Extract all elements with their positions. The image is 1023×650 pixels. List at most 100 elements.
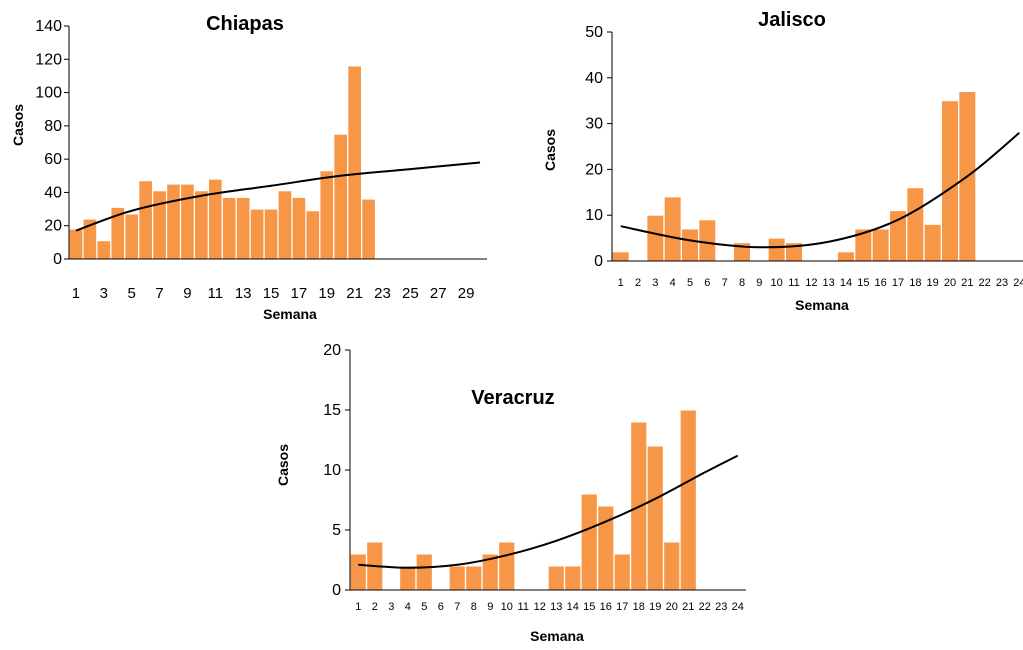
x-tick-label: 16 xyxy=(600,601,612,613)
x-tick-label: 10 xyxy=(771,277,783,289)
x-tick-label: 7 xyxy=(454,601,460,613)
x-axis-label: Semana xyxy=(795,297,849,313)
y-tick-label: 80 xyxy=(44,118,62,135)
bar xyxy=(564,565,582,591)
x-tick-label: 8 xyxy=(739,277,745,289)
y-tick-label: 10 xyxy=(323,462,341,479)
bar xyxy=(263,208,279,260)
x-tick-label: 21 xyxy=(682,601,694,613)
y-tick-label: 10 xyxy=(585,207,603,224)
bar xyxy=(124,213,140,260)
x-tick-label: 6 xyxy=(438,601,444,613)
x-tick-label: 22 xyxy=(979,277,991,289)
x-tick-label: 21 xyxy=(961,277,973,289)
x-tick-label: 23 xyxy=(996,277,1008,289)
x-tick-label: 1 xyxy=(618,277,624,289)
bar xyxy=(207,178,223,260)
y-axis-label: Casos xyxy=(10,104,26,146)
y-tick-label: 120 xyxy=(35,51,62,68)
bar xyxy=(498,541,516,591)
bar xyxy=(837,251,855,262)
bar xyxy=(399,565,417,591)
x-tick-label: 6 xyxy=(704,277,710,289)
x-tick-label: 8 xyxy=(471,601,477,613)
x-tick-label: 12 xyxy=(805,277,817,289)
x-tick-label: 19 xyxy=(318,285,335,302)
x-tick-label: 19 xyxy=(927,277,939,289)
bar xyxy=(681,228,699,262)
bar xyxy=(698,219,717,262)
bar xyxy=(361,198,376,260)
y-axis-label: Casos xyxy=(542,129,558,171)
x-axis-label: Semana xyxy=(530,628,584,644)
y-tick-label: 30 xyxy=(585,116,603,133)
bar xyxy=(291,196,307,260)
chart-chiapas: Chiapas Casos Semana 020406080100120140 … xyxy=(10,13,487,322)
x-tick-label: 11 xyxy=(208,285,224,302)
x-tick-label: 13 xyxy=(823,277,835,289)
bar xyxy=(613,553,631,591)
bar xyxy=(906,187,925,262)
x-tick-label: 15 xyxy=(583,601,595,613)
chart-title: Chiapas xyxy=(206,13,284,35)
x-tick-label: 9 xyxy=(756,277,762,289)
y-tick-label: 0 xyxy=(594,253,603,270)
bar xyxy=(889,210,907,262)
bar xyxy=(679,409,697,591)
chart-title: Veracruz xyxy=(471,387,554,409)
x-tick-label: 3 xyxy=(100,285,108,302)
bar xyxy=(347,65,362,260)
x-tick-label: 17 xyxy=(291,285,308,302)
bar xyxy=(277,190,293,260)
x-tick-label: 12 xyxy=(534,601,546,613)
bar xyxy=(663,196,682,262)
y-tick-label: 20 xyxy=(44,218,62,235)
x-tick-label: 3 xyxy=(652,277,658,289)
bar xyxy=(646,214,665,262)
bar xyxy=(547,565,565,591)
bar xyxy=(923,223,942,262)
x-tick-label: 11 xyxy=(518,601,529,613)
y-tick-label: 20 xyxy=(323,342,341,359)
bar xyxy=(138,180,153,260)
x-tick-label: 21 xyxy=(346,285,363,302)
bar xyxy=(941,100,959,262)
x-tick-label: 1 xyxy=(72,285,80,302)
x-tick-label: 9 xyxy=(487,601,493,613)
y-tick-label: 0 xyxy=(332,582,341,599)
x-tick-label: 24 xyxy=(732,601,744,613)
x-tick-label: 14 xyxy=(840,277,852,289)
bar xyxy=(152,190,167,260)
bar xyxy=(96,240,112,260)
bar xyxy=(333,133,349,260)
x-tick-label: 15 xyxy=(263,285,280,302)
x-tick-label: 18 xyxy=(633,601,645,613)
x-tick-label: 7 xyxy=(155,285,163,302)
x-tick-label: 13 xyxy=(235,285,252,302)
x-tick-label: 10 xyxy=(501,601,513,613)
y-axis-label: Casos xyxy=(275,444,291,486)
x-tick-label: 1 xyxy=(355,601,361,613)
x-tick-label: 2 xyxy=(372,601,378,613)
x-tick-label: 17 xyxy=(892,277,904,289)
y-tick-label: 0 xyxy=(53,251,62,268)
y-tick-label: 140 xyxy=(35,18,62,35)
y-tick-label: 40 xyxy=(44,184,62,201)
x-tick-label: 25 xyxy=(402,285,419,302)
bar xyxy=(249,208,265,260)
bar xyxy=(646,445,664,591)
y-tick-label: 15 xyxy=(323,402,341,419)
x-axis-label: Semana xyxy=(263,306,317,322)
bar xyxy=(415,553,433,591)
trendline xyxy=(620,131,1020,249)
bar xyxy=(68,228,84,260)
y-tick-label: 40 xyxy=(585,70,603,87)
bar xyxy=(448,565,466,591)
bar xyxy=(767,237,786,262)
x-tick-label: 24 xyxy=(1013,277,1023,289)
x-tick-label: 5 xyxy=(687,277,693,289)
bar xyxy=(319,170,335,260)
bar xyxy=(305,210,321,260)
